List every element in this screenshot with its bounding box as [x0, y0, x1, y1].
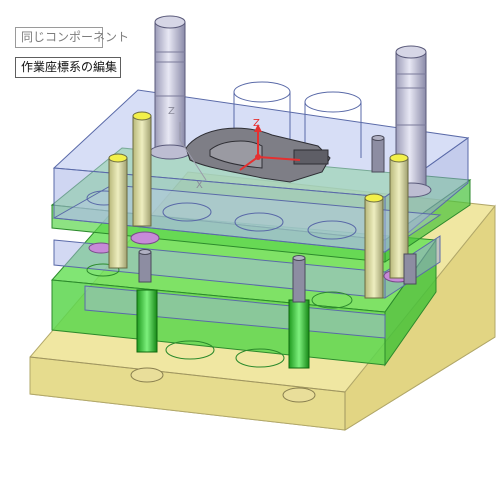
origin-axis-z-label: Z [168, 106, 175, 117]
origin-axis-x-label: X [196, 180, 203, 191]
work-axis-z-label: Z [253, 118, 260, 129]
guide-pillar-left[interactable] [149, 15, 191, 160]
origin-triad-icon: Z X [168, 106, 207, 191]
pin-2[interactable] [108, 153, 128, 269]
pin-1[interactable] [132, 111, 152, 227]
same-component-button[interactable]: 同じコンポーネント [15, 27, 129, 48]
coordinate-triad-icon[interactable]: Z [239, 118, 301, 171]
green-pin-right[interactable] [282, 299, 316, 403]
green-pin-left[interactable] [130, 289, 164, 383]
pin-3[interactable] [389, 153, 409, 279]
pin-4[interactable] [364, 193, 384, 299]
screws [138, 135, 417, 303]
edit-work-coordinate-system-button[interactable]: 作業座標系の編集 [15, 57, 121, 78]
